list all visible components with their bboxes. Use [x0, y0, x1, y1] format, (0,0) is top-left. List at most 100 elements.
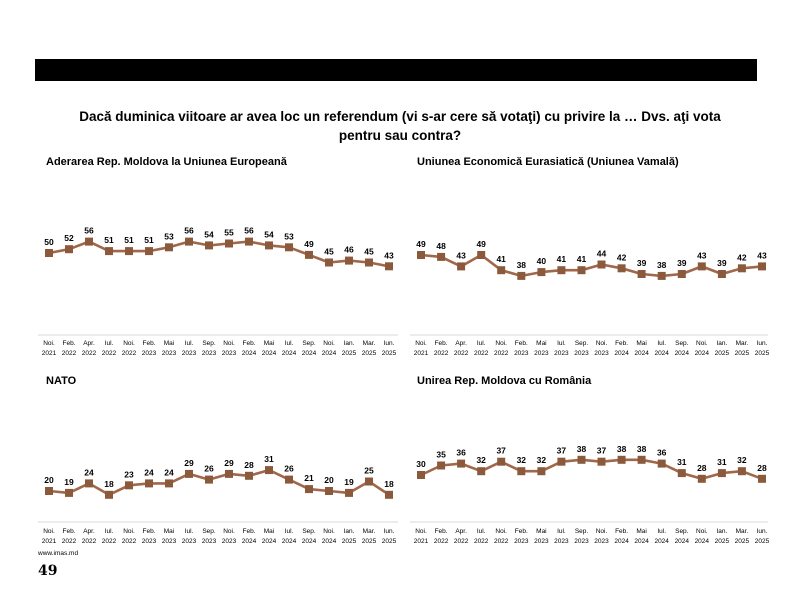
data-label: 26 [204, 464, 214, 474]
data-label: 23 [124, 469, 134, 479]
data-label: 56 [244, 226, 254, 236]
x-tick-label: 2022 [454, 350, 469, 357]
page-number: 49 [38, 563, 58, 579]
data-label: 19 [344, 477, 354, 487]
x-tick-label: Noi. [495, 528, 507, 535]
data-label: 24 [164, 467, 174, 477]
x-tick-label: Sep. [302, 528, 316, 535]
data-point [85, 479, 93, 488]
data-label: 35 [436, 450, 446, 460]
survey-question: Dacă duminica viitoare ar avea loc un re… [79, 109, 721, 143]
x-tick-label: 2025 [715, 350, 730, 357]
x-tick-label: Iul. [105, 340, 114, 347]
data-label: 20 [324, 475, 334, 485]
data-point [637, 270, 646, 278]
data-point [125, 247, 133, 256]
x-tick-label: 2022 [122, 538, 137, 545]
x-tick-label: Feb. [435, 528, 448, 535]
data-point [437, 461, 446, 470]
data-point [105, 490, 113, 499]
x-tick-label: Sep. [675, 528, 689, 535]
x-tick-label: 2022 [122, 350, 137, 357]
data-label: 49 [304, 239, 314, 249]
x-tick-label: Iul. [657, 528, 666, 535]
chart-eaeu: 49 Noi. 2021 48 Feb. 2022 43 Apr. 2022 49 Iul. 2022… [410, 239, 770, 357]
x-tick-label: 2023 [534, 538, 549, 545]
x-tick-label: Mar. [736, 340, 749, 347]
data-point [45, 249, 53, 257]
x-tick-label: Mai [164, 340, 174, 347]
data-point [597, 457, 606, 466]
data-label: 56 [84, 226, 94, 236]
data-label: 41 [557, 254, 567, 264]
x-tick-label: 2023 [222, 350, 237, 357]
data-label: 28 [697, 463, 707, 473]
x-tick-label: 2023 [162, 350, 177, 357]
data-label: 32 [737, 455, 747, 465]
x-tick-label: Ian. [716, 340, 727, 347]
x-tick-label: Feb. [62, 340, 75, 347]
x-tick-label: 2023 [182, 350, 197, 357]
data-label: 43 [384, 250, 394, 260]
x-tick-label: 2022 [494, 538, 509, 545]
data-label: 39 [677, 258, 687, 268]
x-tick-label: 2022 [434, 350, 449, 357]
x-tick-label: 2022 [82, 538, 97, 545]
data-point [677, 270, 686, 278]
x-tick-label: Sep. [202, 528, 216, 535]
x-tick-label: 2021 [414, 350, 429, 357]
data-point [617, 264, 626, 273]
chart-title-eu: Aderarea Rep. Moldova la Uniunea Europea… [46, 156, 287, 168]
x-tick-label: Noi. [415, 528, 427, 535]
x-tick-label: 2024 [695, 350, 710, 357]
x-tick-label: Feb. [142, 528, 155, 535]
x-tick-label: 2023 [594, 350, 609, 357]
x-tick-label: Iun. [384, 528, 395, 535]
data-point [517, 271, 526, 280]
data-point [657, 459, 666, 468]
x-tick-label: 2022 [454, 538, 469, 545]
data-point [85, 237, 93, 246]
data-point [225, 469, 233, 478]
data-label: 24 [144, 467, 154, 477]
data-label: 37 [557, 446, 567, 456]
x-tick-label: Iun. [757, 528, 768, 535]
x-tick-label: Iul. [477, 528, 486, 535]
x-tick-label: 2024 [614, 538, 629, 545]
data-label: 49 [476, 239, 486, 249]
data-label: 31 [717, 457, 727, 467]
x-tick-label: Sep. [202, 340, 216, 347]
x-tick-label: Noi. [495, 340, 507, 347]
data-point [285, 475, 293, 484]
data-point [245, 237, 253, 246]
data-point [205, 475, 213, 484]
x-tick-label: 2024 [262, 350, 277, 357]
x-tick-label: Iul. [557, 528, 566, 535]
x-tick-label: 2025 [362, 350, 377, 357]
x-tick-label: 2024 [282, 538, 297, 545]
data-point [717, 469, 726, 478]
x-tick-label: Feb. [435, 340, 448, 347]
x-tick-label: 2025 [342, 538, 357, 545]
data-point [617, 455, 626, 464]
x-tick-label: Apr. [455, 340, 467, 347]
x-tick-label: Noi. [123, 340, 135, 347]
x-tick-label: 2023 [162, 538, 177, 545]
chart-eu: 50 Noi. 2021 52 Feb. 2022 56 Apr. 2022 51 Iul. 2022… [38, 226, 398, 357]
x-tick-label: 2022 [62, 538, 77, 545]
data-point [697, 474, 706, 483]
x-tick-label: Mar. [363, 340, 376, 347]
data-point [305, 250, 313, 259]
x-tick-label: 2022 [102, 538, 117, 545]
x-tick-label: 2022 [82, 350, 97, 357]
x-tick-label: 2024 [675, 350, 690, 357]
data-label: 45 [364, 247, 374, 257]
data-point [265, 466, 273, 475]
x-tick-label: Apr. [83, 340, 95, 347]
x-tick-label: 2024 [614, 350, 629, 357]
data-point [517, 467, 526, 476]
chart-title-eaeu: Uniunea Economică Eurasiatică (Uniunea V… [417, 156, 679, 168]
data-point [557, 266, 566, 275]
x-tick-label: 2024 [675, 538, 690, 545]
data-label: 32 [476, 455, 486, 465]
